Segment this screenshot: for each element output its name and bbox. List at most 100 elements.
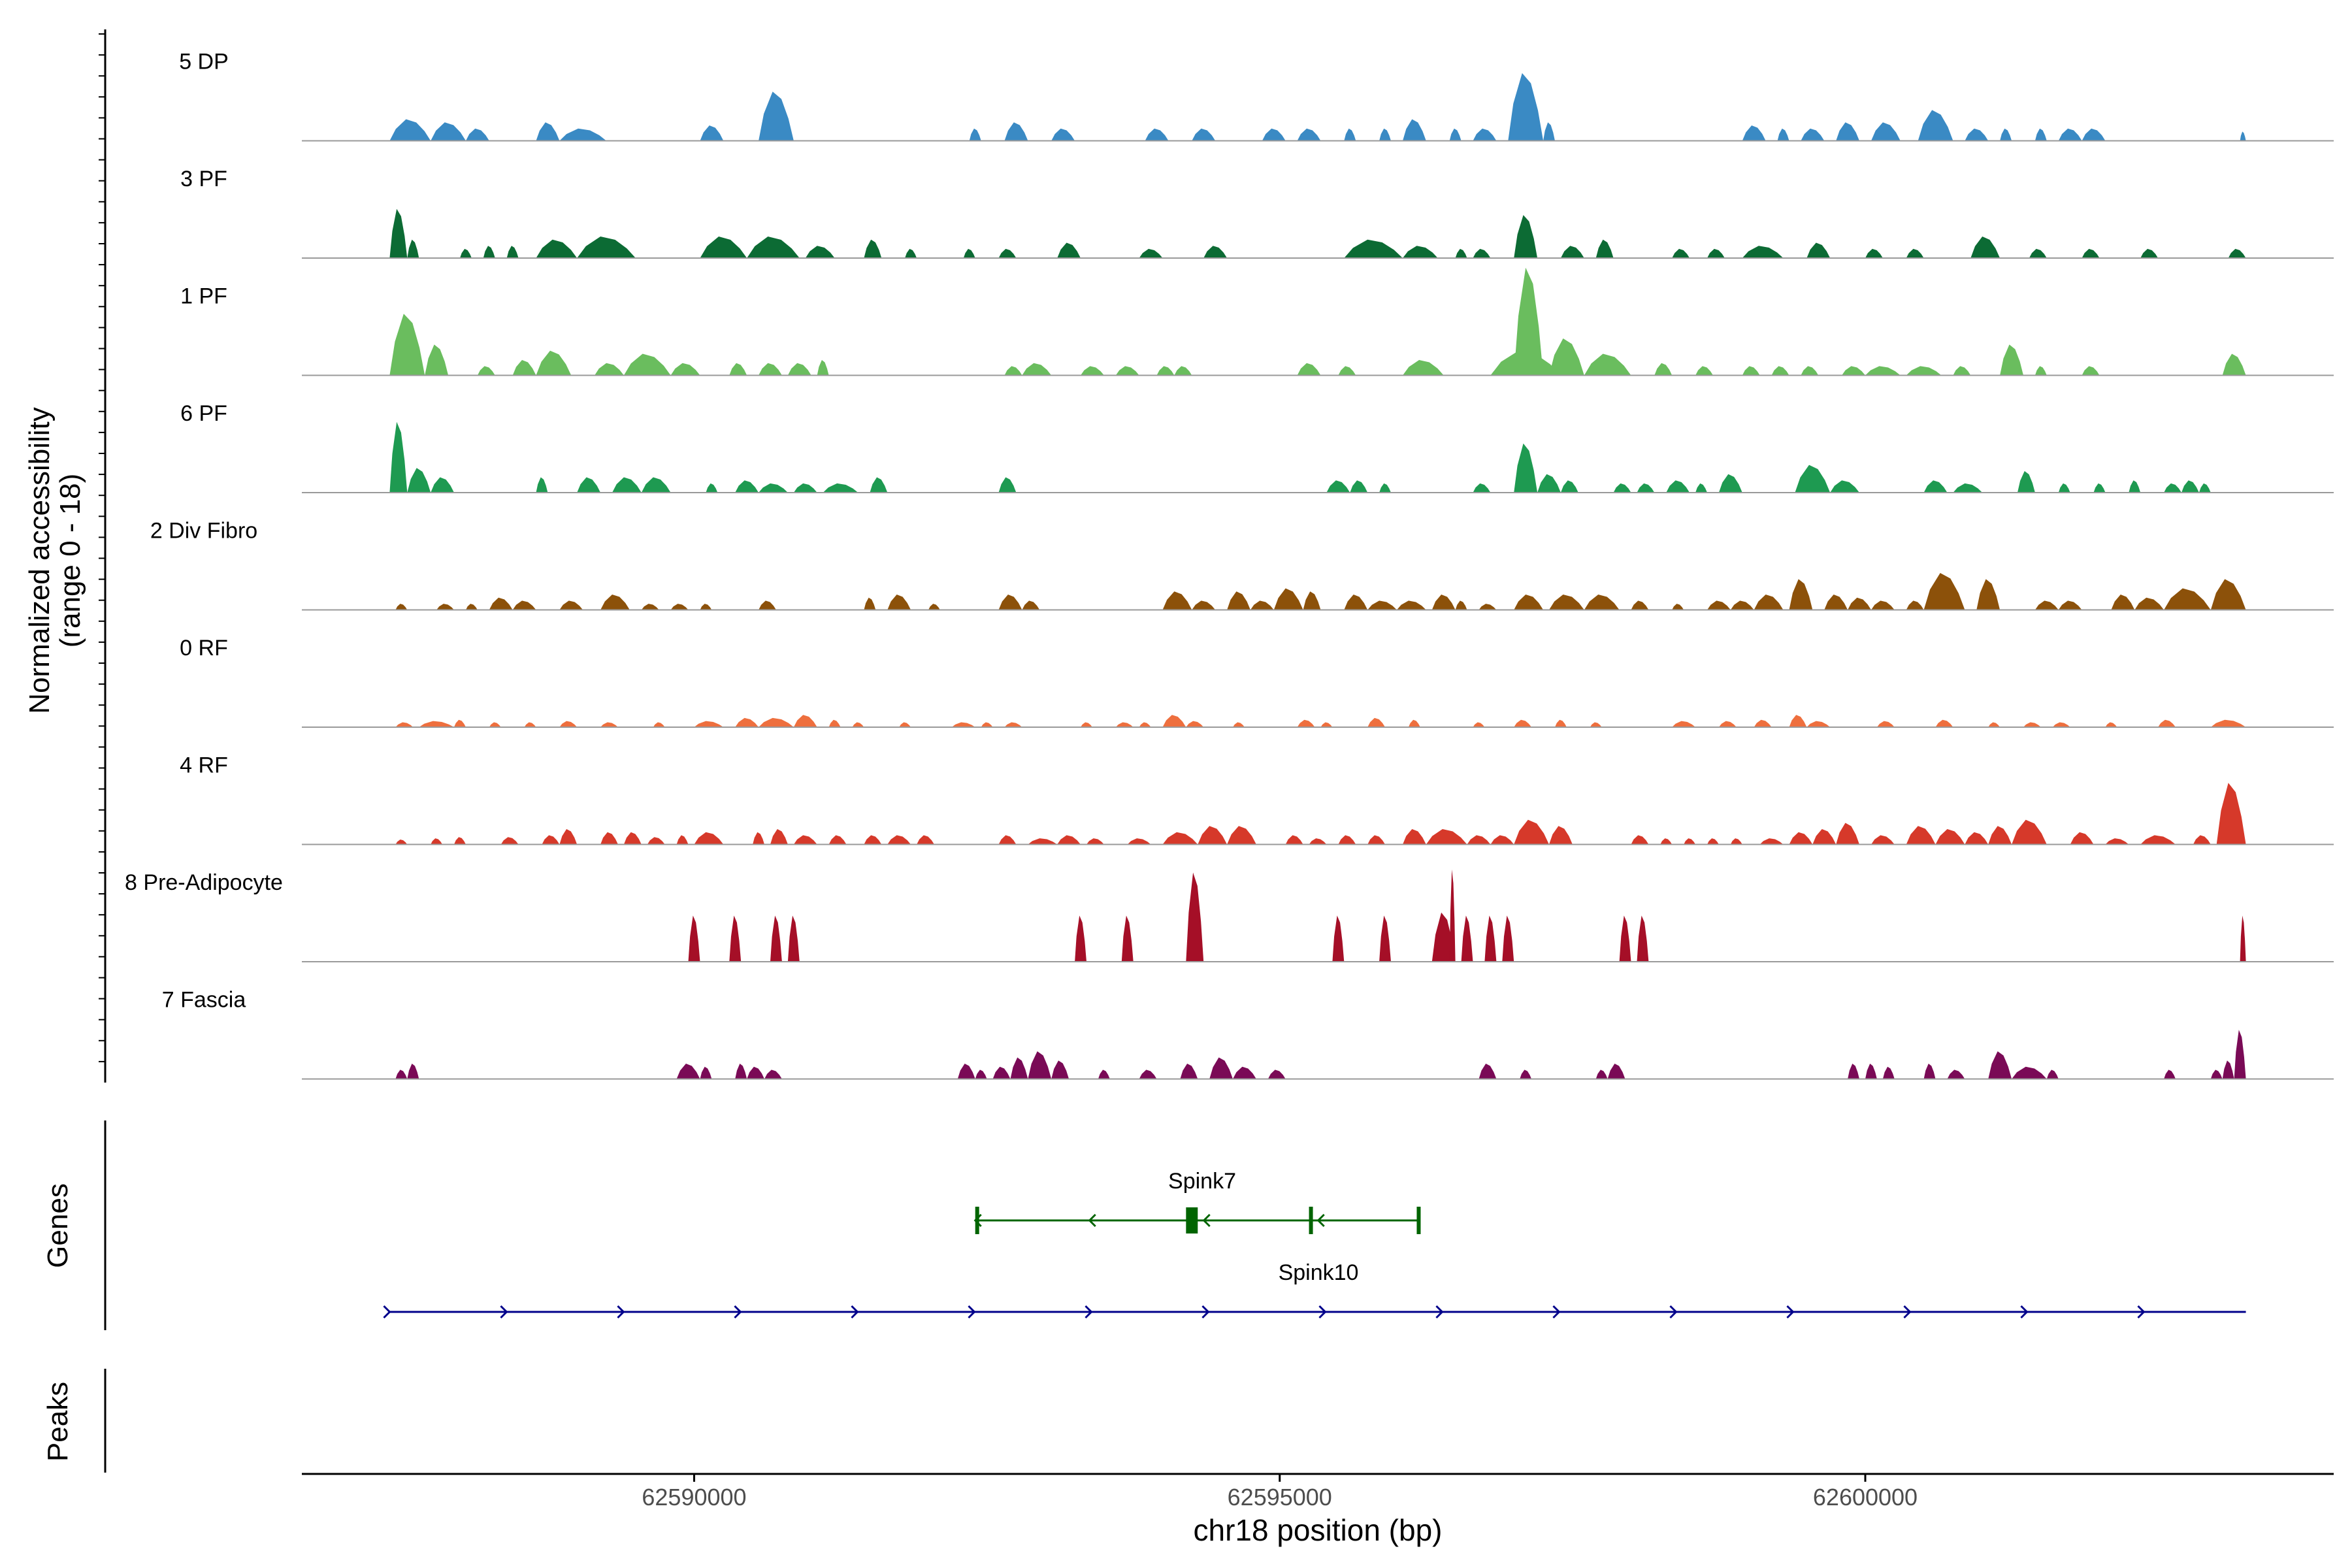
accessibility-peak [1145, 128, 1169, 141]
accessibility-peak [1121, 915, 1134, 962]
accessibility-peak [1637, 483, 1655, 493]
strand-arrow [1201, 1305, 1210, 1319]
accessibility-peak [1431, 595, 1456, 610]
accessibility-peak [1051, 128, 1075, 141]
accessibility-peak [2164, 483, 2181, 493]
accessibility-peak [1156, 366, 1175, 376]
accessibility-peak [1595, 239, 1614, 258]
gene-name: Spink10 [1279, 1260, 1359, 1285]
accessibility-peak [1508, 73, 1544, 141]
accessibility-peak [1297, 128, 1321, 141]
accessibility-peak [2210, 1070, 2223, 1079]
accessibility-peak [1473, 248, 1491, 258]
accessibility-peak [1473, 722, 1485, 727]
accessibility-peak [2228, 248, 2246, 258]
accessibility-peak [1549, 338, 1584, 376]
accessibility-peak [887, 835, 911, 845]
accessibility-peak [787, 363, 811, 376]
accessibility-peak [600, 722, 618, 727]
accessibility-peak [1871, 122, 1901, 141]
accessibility-peak [759, 363, 782, 376]
accessibility-peak [1098, 1070, 1110, 1079]
accessibility-peak [694, 721, 724, 727]
accessibility-peak [1081, 366, 1104, 376]
accessibility-peak [559, 829, 578, 845]
track-label: 0 RF [180, 636, 228, 661]
accessibility-peak [1607, 1064, 1625, 1079]
accessibility-peak [436, 604, 454, 610]
accessibility-peak [1906, 600, 1924, 610]
accessibility-peak [1180, 1064, 1198, 1079]
strand-arrow [383, 1305, 391, 1319]
accessibility-peak [1742, 366, 1760, 376]
accessibility-peak [1267, 1070, 1286, 1079]
accessibility-peak [1075, 915, 1086, 962]
accessibility-peak [1192, 128, 1216, 141]
accessibility-peak [1537, 474, 1561, 493]
accessibility-peak [1631, 835, 1649, 845]
accessibility-peak [2105, 722, 2117, 727]
accessibility-peak [1836, 823, 1859, 845]
accessibility-peak [2198, 483, 2211, 493]
accessibility-peak [1455, 248, 1467, 258]
accessibility-peak [1848, 597, 1871, 610]
accessibility-peak [1502, 915, 1514, 962]
accessibility-peak [1004, 366, 1022, 376]
accessibility-peak [1139, 722, 1151, 727]
accessibility-peak [957, 1064, 975, 1079]
accessibility-peak [2222, 1060, 2234, 1079]
accessibility-peak [1127, 838, 1151, 845]
accessibility-peak [1004, 122, 1028, 141]
accessibility-peak [653, 722, 665, 727]
track-6-pf: 6 PF [180, 401, 2334, 493]
accessibility-peak [1754, 719, 1772, 727]
accessibility-peak [1473, 483, 1491, 493]
accessibility-peak [395, 604, 408, 610]
accessibility-peak [477, 366, 495, 376]
accessibility-peak [1965, 832, 1989, 845]
accessibility-peak [2111, 595, 2135, 610]
x-tick-label: 62595000 [1228, 1484, 1332, 1511]
accessibility-peak [577, 477, 601, 493]
accessibility-peak [2140, 835, 2176, 845]
accessibility-peak [1162, 832, 1198, 845]
accessibility-peak [1022, 600, 1040, 610]
accessibility-peak [1309, 838, 1327, 845]
accessibility-peak [1988, 1051, 2012, 1079]
accessibility-peak [1988, 722, 2001, 727]
accessibility-peak [770, 915, 782, 962]
accessibility-peak [2240, 915, 2246, 962]
accessibility-peak [1514, 215, 1538, 258]
accessibility-peak [1514, 719, 1532, 727]
accessibility-peak [1789, 832, 1813, 845]
accessibility-peak [828, 835, 847, 845]
accessibility-peak [395, 840, 408, 845]
accessibility-peak [1326, 480, 1350, 493]
accessibility-peak [998, 595, 1022, 610]
accessibility-peak [641, 604, 659, 610]
accessibility-peak [2193, 835, 2211, 845]
accessibility-peak [887, 595, 911, 610]
accessibility-peak [2034, 600, 2059, 610]
accessibility-peak [1935, 829, 1965, 845]
accessibility-peak [2017, 471, 2035, 493]
accessibility-peak [600, 832, 618, 845]
accessibility-peak [2129, 480, 2141, 493]
track-8-pre-adipocyte: 8 Pre-Adipocyte [125, 869, 2334, 962]
accessibility-peak [1273, 588, 1303, 610]
accessibility-peak [500, 837, 519, 845]
accessibility-peak [2058, 600, 2082, 610]
accessibility-peak [998, 248, 1017, 258]
accessibility-peak [759, 717, 794, 727]
strand-arrow [1552, 1305, 1561, 1319]
accessibility-peak [1028, 1051, 1052, 1079]
accessibility-peak [1806, 242, 1831, 258]
accessibility-peak [512, 600, 536, 610]
accessibility-peak [764, 1070, 782, 1079]
accessibility-peak [1865, 366, 1901, 376]
track-3-pf: 3 PF [180, 167, 2334, 259]
accessibility-peak [1297, 719, 1315, 727]
accessibility-peak [1338, 835, 1356, 845]
accessibility-peak [1403, 246, 1438, 258]
accessibility-peak [1613, 483, 1631, 493]
